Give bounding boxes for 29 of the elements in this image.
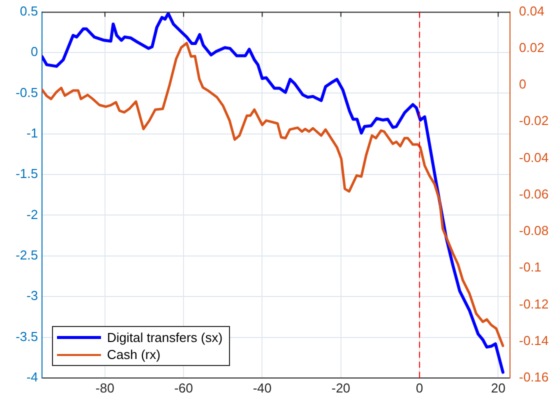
x-tick-label: 0 (416, 380, 424, 396)
y2-tick-label: -0.08 (519, 223, 549, 238)
legend-label: Digital transfers (sx) (107, 330, 223, 345)
y-tick-label: -2.5 (16, 248, 38, 263)
y2-tick-label: -0.06 (519, 186, 549, 202)
y-tick-label: -2 (26, 206, 38, 222)
x-tick-label: -60 (174, 380, 193, 396)
x-tick-label: -20 (331, 380, 350, 396)
x-tick-label: 20 (490, 380, 506, 396)
x-tick-label: -40 (252, 380, 272, 396)
legend-label: Cash (rx) (107, 347, 160, 362)
y-tick-label: -4 (26, 370, 38, 385)
y2-tick-label: -0.04 (519, 150, 549, 165)
x-tick-label: -80 (96, 380, 114, 396)
y2-tick-label: 0.02 (519, 40, 544, 55)
y2-tick-label: -0.1 (519, 260, 542, 275)
y2-tick-label: 0 (519, 76, 526, 92)
y2-tick-label: -0.14 (519, 332, 549, 348)
y2-tick-label: -0.02 (519, 113, 549, 128)
y-tick-label: 0 (30, 44, 38, 60)
y2-tick-label: -0.12 (519, 296, 549, 312)
y2-tick-label: 0.04 (519, 3, 544, 18)
y-tick-label: -1.5 (16, 166, 38, 182)
y-tick-label: -1 (26, 125, 38, 140)
y-tick-label: 0.5 (20, 3, 38, 18)
y-tick-label: -3 (26, 288, 38, 304)
y2-tick-label: -0.16 (519, 370, 549, 385)
y-tick-label: -3.5 (16, 328, 38, 344)
y-tick-label: -0.5 (16, 84, 38, 100)
